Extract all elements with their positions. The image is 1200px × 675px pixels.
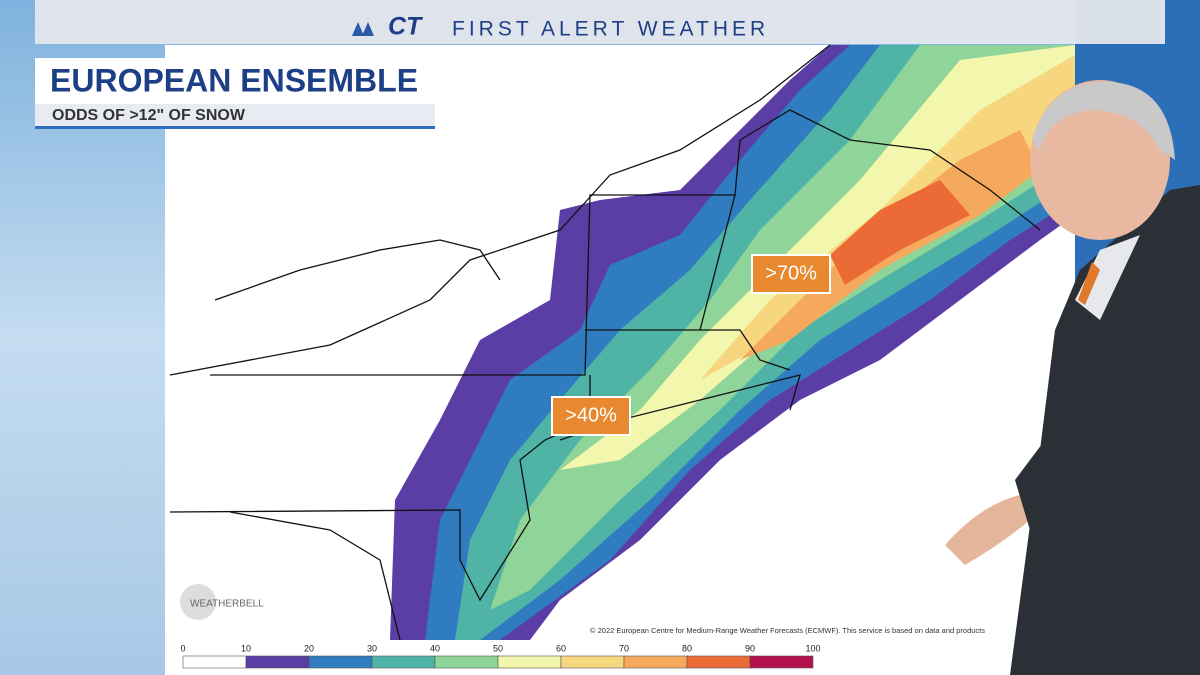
graphic-subtitle: ODDS OF >12" OF SNOW <box>52 107 246 124</box>
border <box>169 44 831 376</box>
presenter <box>945 80 1200 675</box>
legend-tick-label: 70 <box>619 643 629 653</box>
border <box>700 329 791 371</box>
legend-swatch <box>371 655 436 669</box>
legend-tick-label: 90 <box>745 643 755 653</box>
legend-swatch <box>497 655 562 669</box>
shirt <box>1075 235 1140 320</box>
credit: © 2022 European Centre for Medium-Range … <box>590 626 985 635</box>
border <box>229 511 401 641</box>
border <box>210 139 741 376</box>
legend-tick-label: 100 <box>805 643 820 653</box>
legend-tick-label: 0 <box>180 643 185 653</box>
legend-tick-label: 50 <box>493 643 503 653</box>
legend: 0 10 20 30 40 50 60 70 80 90 100 <box>180 643 821 669</box>
legend-swatch <box>245 655 310 669</box>
legend-swatch <box>434 655 499 669</box>
shoreline <box>739 109 1041 231</box>
legend-swatch <box>308 655 373 669</box>
legend-swatch <box>686 655 751 669</box>
graphic-title: EUROPEAN ENSEMBLE <box>50 62 418 98</box>
header-bar <box>35 0 1165 44</box>
legend-tick-label: 10 <box>241 643 251 653</box>
legend-swatch <box>623 655 688 669</box>
callout-box <box>551 396 631 436</box>
title-rule <box>35 126 435 129</box>
header-title: FIRST ALERT WEATHER <box>452 18 769 41</box>
legend-tick-label: 40 <box>430 643 440 653</box>
hand <box>945 495 1030 565</box>
callout-label: >40% <box>565 404 617 426</box>
tie <box>1078 262 1100 305</box>
subtitle-box <box>35 104 435 128</box>
suit <box>1010 185 1200 675</box>
legend-tick-label: 30 <box>367 643 377 653</box>
sleeve <box>1015 420 1075 530</box>
callout-label: >70% <box>765 262 817 284</box>
title-box <box>35 58 435 104</box>
hair <box>1032 81 1175 160</box>
annotation: >40% <box>551 396 631 436</box>
legend-tick-label: 80 <box>682 643 692 653</box>
callout-box <box>751 254 831 294</box>
legend-tick-label: 20 <box>304 643 314 653</box>
legend-swatch <box>560 655 625 669</box>
legend-tick-label: 60 <box>556 643 566 653</box>
network-logo <box>352 22 374 36</box>
header-logo: CT <box>388 13 424 41</box>
watermark: WEATHERBELL <box>190 599 264 610</box>
watermark-logo <box>180 584 216 620</box>
band <box>830 180 970 285</box>
legend-swatch <box>182 655 247 669</box>
shoreline <box>214 239 501 301</box>
annotation: >70% <box>751 254 831 294</box>
legend-swatch <box>749 655 814 669</box>
